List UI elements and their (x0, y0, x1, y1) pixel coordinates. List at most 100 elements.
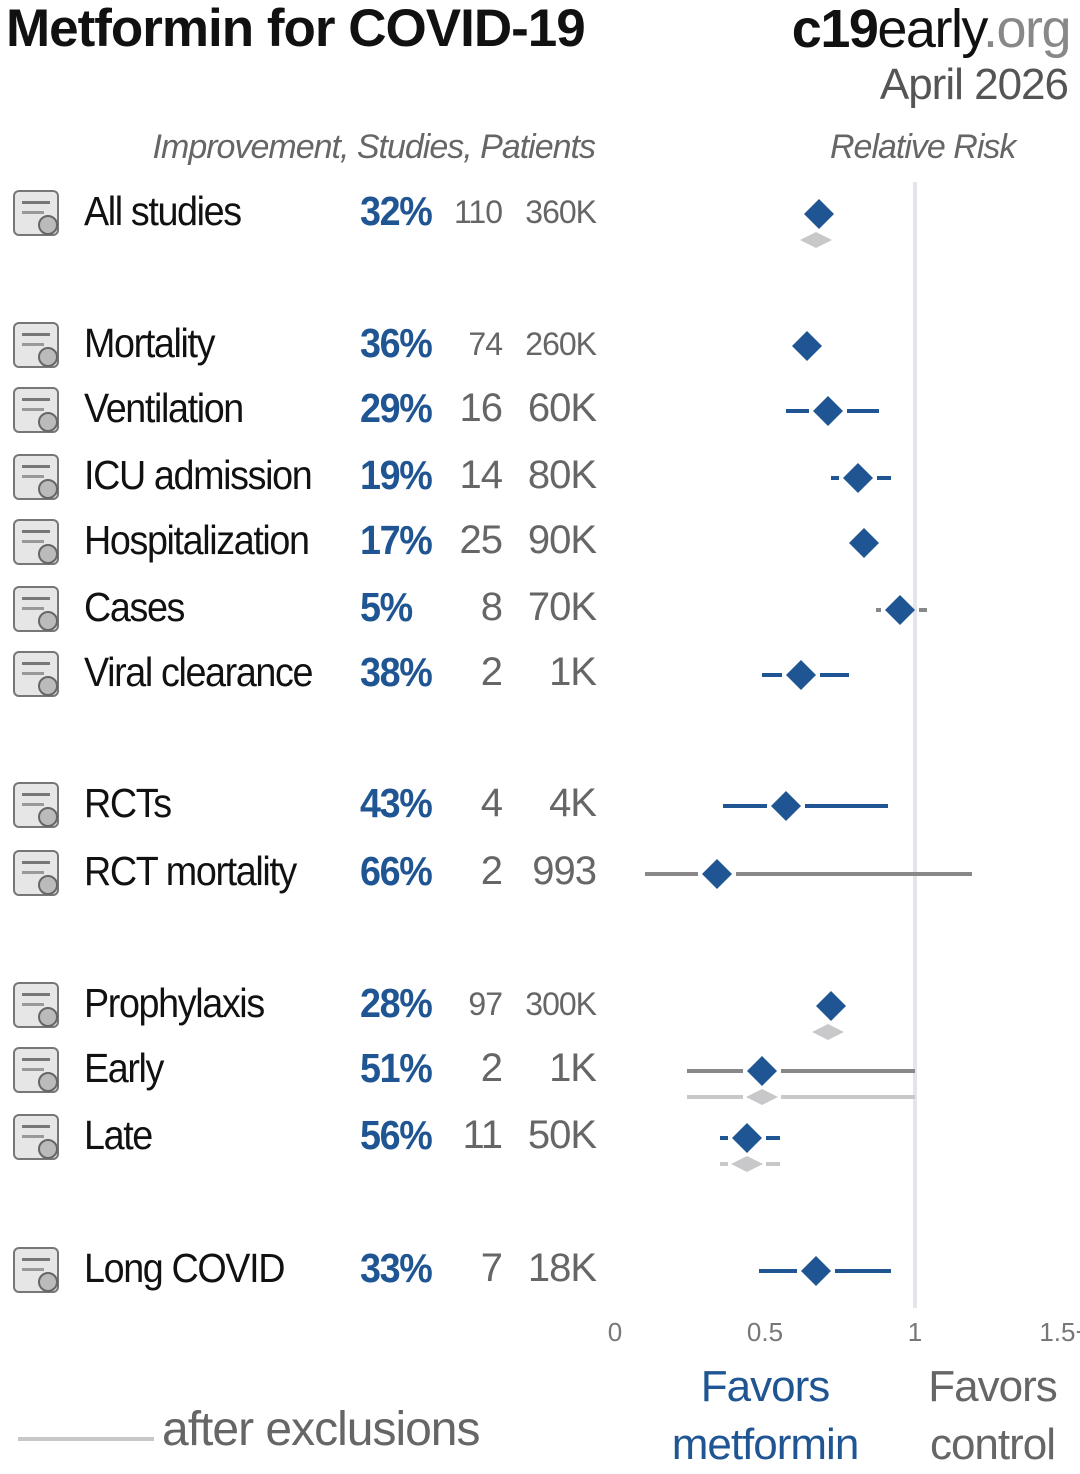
studies-count: 16 (459, 386, 503, 430)
row-label: Mortality (84, 320, 215, 366)
patients-count: 50K (527, 1113, 597, 1157)
patients-count: 18K (527, 1246, 597, 1290)
effect-diamond (804, 199, 834, 229)
effect-diamond (792, 331, 822, 361)
after-exclusions-diamond (800, 232, 832, 248)
bed-syringe-icon (13, 1114, 59, 1160)
improvement-value: 36% (360, 320, 433, 366)
row-label: RCTs (84, 780, 172, 826)
brand-org: .org (982, 0, 1072, 59)
studies-count: 110 (453, 194, 503, 230)
improvement-value: 33% (360, 1245, 433, 1291)
ventilator-icon (13, 387, 59, 433)
row-label: Long COVID (84, 1245, 285, 1291)
favors-left-line1: Favors (700, 1362, 830, 1411)
studies-count: 2 (480, 1046, 503, 1090)
studies-count: 11 (462, 1113, 503, 1157)
studies-count: 8 (480, 585, 503, 629)
patients-count: 300K (525, 986, 597, 1022)
ab-test-icon (13, 782, 59, 828)
improvement-value: 43% (360, 780, 433, 826)
effect-diamond (843, 463, 873, 493)
improvement-value: 5% (360, 584, 413, 630)
patients-count: 260K (525, 326, 597, 362)
virus-icon (13, 651, 59, 697)
effect-diamond (813, 396, 843, 426)
x-tick-label: 0.5 (747, 1317, 783, 1347)
row-label: Prophylaxis (84, 980, 265, 1026)
effect-diamond (801, 1256, 831, 1286)
patients-count: 90K (527, 518, 597, 562)
row-label: All studies (84, 188, 242, 234)
improvement-value: 32% (360, 188, 433, 234)
studies-count: 4 (480, 781, 503, 825)
effect-diamond (747, 1056, 777, 1086)
improvement-value: 17% (360, 517, 433, 563)
after-exclusions-diamond (746, 1089, 778, 1105)
row-label: Ventilation (84, 385, 244, 431)
improvement-value: 38% (360, 649, 433, 695)
patients-count: 1K (549, 650, 597, 694)
effect-diamond (732, 1123, 762, 1153)
brand-c19: c19 (791, 0, 879, 59)
studies-count: 7 (480, 1246, 503, 1290)
improvement-value: 29% (360, 385, 433, 431)
tombstone-icon (13, 322, 59, 368)
favors-control: Favors control (895, 1358, 1080, 1474)
x-tick-label: 1 (908, 1317, 922, 1347)
studies-count: 2 (480, 849, 503, 893)
favors-right-line1: Favors (928, 1362, 1057, 1411)
improvement-value: 56% (360, 1112, 433, 1158)
effect-diamond (885, 595, 915, 625)
hospital-icon (13, 519, 59, 565)
effect-diamond (702, 859, 732, 889)
improvement-value: 51% (360, 1045, 433, 1091)
patients-count: 4K (549, 781, 597, 825)
row-label: Hospitalization (84, 517, 310, 563)
patients-count: 360K (525, 194, 597, 230)
brand-early: early (877, 0, 984, 59)
tombstone-icon (13, 850, 59, 896)
patients-count: 1K (549, 1046, 597, 1090)
patients-count: 70K (527, 585, 597, 629)
patients-count: 80K (527, 453, 597, 497)
improvement-value: 66% (360, 848, 433, 894)
effect-diamond (849, 528, 879, 558)
clock-pill-icon (13, 1047, 59, 1093)
favors-left-line2: metformin (671, 1420, 860, 1469)
row-label: Late (84, 1112, 153, 1158)
studies-count: 25 (459, 518, 503, 562)
studies-count: 97 (468, 986, 503, 1022)
row-label: ICU admission (84, 452, 313, 498)
brand-logo[interactable]: c19early.org (791, 0, 1072, 60)
after-exclusions-legend-line (18, 1437, 154, 1441)
row-label: Cases (84, 584, 185, 630)
effect-diamond (771, 791, 801, 821)
relative-risk-header: Relative Risk (830, 128, 1016, 166)
patients-count: 60K (527, 386, 597, 430)
after-exclusions-diamond (812, 1024, 844, 1040)
row-label: Viral clearance (84, 649, 313, 695)
columns-header: Improvement, Studies, Patients (152, 128, 596, 166)
x-tick-label: 0 (608, 1317, 622, 1347)
after-exclusions-diamond (731, 1156, 763, 1172)
effect-diamond (816, 991, 846, 1021)
sick-person-icon (13, 586, 59, 632)
shield-pill-icon (13, 982, 59, 1028)
improvement-value: 19% (360, 452, 433, 498)
long-covid-icon (13, 1247, 59, 1293)
effect-diamond (786, 660, 816, 690)
row-label: Early (84, 1045, 164, 1091)
magnifier-document-icon (13, 190, 59, 236)
patients-count: 993 (532, 849, 597, 893)
studies-count: 14 (459, 453, 503, 497)
after-exclusions-legend: after exclusions (162, 1403, 480, 1456)
page-title: Metformin for COVID-19 (6, 0, 586, 58)
improvement-value: 28% (360, 980, 433, 1026)
x-tick-label: 1.5+ (1039, 1317, 1080, 1347)
row-label: RCT mortality (84, 848, 297, 894)
icu-bed-icon (13, 454, 59, 500)
date-label: April 2026 (879, 60, 1069, 109)
studies-count: 74 (468, 326, 503, 362)
